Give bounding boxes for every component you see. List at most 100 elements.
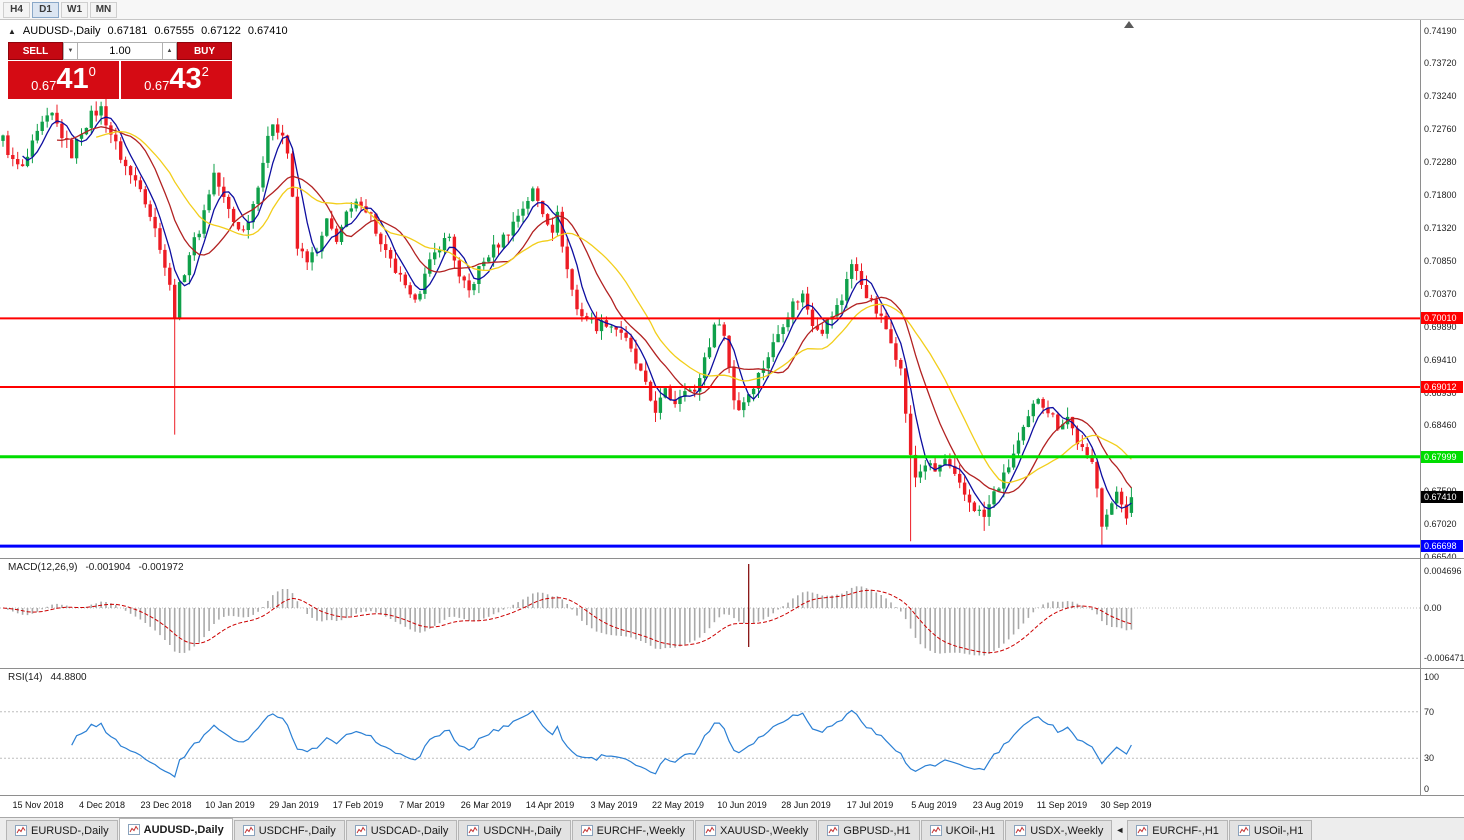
tab-label: USDCHF-,Daily (258, 824, 336, 837)
ask-price-box[interactable]: 0.67 43 2 (121, 61, 232, 99)
chart-icon (1237, 825, 1250, 836)
hline-price-tag: 0.66698 (1421, 540, 1463, 553)
time-axis-label: 10 Jan 2019 (205, 800, 255, 810)
chart-tab-usdcnh-daily[interactable]: USDCNH-,Daily (458, 820, 571, 840)
timeframe-toolbar: H4 D1 W1 MN (0, 0, 1464, 20)
tab-label: AUDUSD-,Daily (143, 823, 224, 836)
timeframe-d1-button[interactable]: D1 (32, 1, 59, 18)
macd-axis-label: -0.006471 (1424, 653, 1464, 664)
rsi-plot-area[interactable]: RSI(14) 44.8800 (0, 669, 1420, 795)
time-axis-label: 26 Mar 2019 (460, 800, 512, 810)
macd-axis-label: 0.004696 (1424, 566, 1462, 577)
chart-tab-eurchf-weekly[interactable]: EURCHF-,Weekly (571, 820, 694, 840)
chart-icon (929, 825, 942, 836)
chart-shift-marker[interactable] (1124, 21, 1134, 28)
price-axis[interactable]: 0.74190 0.73720 0.73240 0.72760 0.72280 0.718… (1420, 20, 1464, 562)
one-click-collapse-icon[interactable]: ▲ (8, 26, 16, 36)
time-axis[interactable]: 15 Nov 2018 4 Dec 2018 23 Dec 2018 10 Jan 2… (0, 795, 1464, 817)
rsi-label-row: RSI(14) 44.8800 (8, 672, 87, 683)
time-axis-label: 15 Nov 2018 (12, 800, 64, 810)
ohlc-open-value: 0.67181 (107, 25, 148, 37)
rsi-axis-label: 0 (1424, 784, 1430, 794)
chart-icon (354, 825, 367, 836)
tab-label: USDCAD-,Daily (370, 824, 449, 837)
tab-label: USDCNH-,Daily (483, 824, 562, 837)
tab-label: XAUUSD-,Weekly (719, 824, 809, 837)
tab-label: EURUSD-,Daily (31, 824, 109, 837)
rsi-axis-label: 100 (1424, 672, 1440, 682)
price-axis-label: 0.71800 (1424, 190, 1457, 201)
macd-main-value: -0.001904 (85, 562, 131, 573)
chart-tab-audusd-daily[interactable]: AUDUSD-,Daily (118, 818, 233, 840)
timeframe-h4-button[interactable]: H4 (3, 1, 30, 18)
price-axis-label: 0.68460 (1424, 419, 1457, 430)
price-axis-label: 0.73720 (1424, 58, 1457, 69)
chart-tab-usoil-h1[interactable]: USOil-,H1 (1228, 820, 1313, 840)
chart-tab-usdchf-daily[interactable]: USDCHF-,Daily (233, 820, 345, 840)
time-axis-label: 29 Jan 2019 (269, 800, 319, 810)
ohlc-high-value: 0.67555 (154, 25, 195, 37)
rsi-value-axis[interactable]: 100 70 30 0 (1420, 669, 1464, 795)
chart-icon (827, 825, 840, 836)
tab-label: USDX-,Weekly (1030, 824, 1104, 837)
chart-tab-xauusd-weekly[interactable]: XAUUSD-,Weekly (694, 820, 818, 840)
price-axis-label: 0.70850 (1424, 255, 1457, 266)
volume-input[interactable] (78, 42, 162, 60)
caret-up-icon: ▲ (166, 48, 173, 54)
price-axis-label: 0.70370 (1424, 288, 1457, 299)
rsi-indicator-panel: RSI(14) 44.8800 100 70 30 0 (0, 668, 1464, 795)
sell-button[interactable]: SELL (8, 42, 63, 60)
one-click-price-row: 0.67 41 0 0.67 43 2 (8, 61, 232, 99)
price-axis-label: 0.69410 (1424, 354, 1457, 365)
time-axis-label: 5 Aug 2019 (911, 800, 957, 810)
chart-icon (242, 825, 255, 836)
buy-button[interactable]: BUY (177, 42, 232, 60)
volume-increase-button[interactable]: ▲ (162, 42, 177, 60)
chart-tab-bar: EURUSD-,Daily AUDUSD-,Daily USDCHF-,Daily U… (0, 817, 1464, 840)
chart-tab-usdcad-daily[interactable]: USDCAD-,Daily (345, 820, 458, 840)
current-price-tag: 0.67410 (1421, 491, 1463, 504)
volume-decrease-button[interactable]: ▼ (63, 42, 78, 60)
macd-label-row: MACD(12,26,9) -0.001904 -0.001972 (8, 562, 184, 573)
chart-icon (1136, 825, 1149, 836)
rsi-chart[interactable] (0, 669, 1420, 795)
bid-price-box[interactable]: 0.67 41 0 (8, 61, 119, 99)
time-axis-label: 22 May 2019 (651, 800, 705, 810)
ohlc-close-value: 0.67410 (247, 25, 288, 37)
main-chart-panel: ▲ AUDUSD-,Daily 0.67181 0.67555 0.67122 … (0, 20, 1464, 562)
main-chart-plot-area[interactable]: ▲ AUDUSD-,Daily 0.67181 0.67555 0.67122 … (0, 20, 1420, 558)
price-axis-label: 0.74190 (1424, 26, 1457, 36)
chart-tab-eurusd-daily[interactable]: EURUSD-,Daily (6, 820, 118, 840)
time-axis-label: 17 Jul 2019 (846, 800, 894, 810)
hline-price-tag: 0.70010 (1421, 312, 1463, 325)
tab-label: GBPUSD-,H1 (843, 824, 911, 837)
timeframe-mn-button[interactable]: MN (90, 1, 117, 18)
rsi-value: 44.8800 (50, 672, 87, 683)
chart-tab-usdx-weekly[interactable]: USDX-,Weekly (1005, 820, 1113, 840)
candlestick-chart[interactable] (0, 20, 1420, 558)
timeframe-w1-button[interactable]: W1 (61, 1, 88, 18)
tab-scroll-left-icon[interactable]: ◄ (1115, 825, 1125, 835)
rsi-axis-label: 70 (1424, 706, 1435, 717)
ohlc-low-value: 0.67122 (201, 25, 241, 37)
rsi-axis-label: 30 (1424, 753, 1435, 764)
macd-chart[interactable] (0, 559, 1420, 668)
time-axis-label: 4 Dec 2018 (78, 800, 126, 810)
tab-label: EURCHF-,H1 (1152, 824, 1219, 837)
price-axis-label: 0.73240 (1424, 91, 1457, 102)
chart-tab-gbpusd-h1[interactable]: GBPUSD-,H1 (818, 820, 920, 840)
tab-label: UKOil-,H1 (945, 824, 996, 837)
macd-signal-value: -0.001972 (138, 562, 184, 573)
tab-label: EURCHF-,Weekly (596, 824, 685, 837)
chart-tab-eurchf-h1[interactable]: EURCHF-,H1 (1127, 820, 1228, 840)
macd-plot-area[interactable]: MACD(12,26,9) -0.001904 -0.001972 (0, 559, 1420, 668)
time-axis-label: 14 Apr 2019 (525, 800, 575, 810)
macd-value-axis[interactable]: 0.004696 0.00 -0.006471 (1420, 559, 1464, 668)
chart-tab-ukoil-h1[interactable]: UKOil-,H1 (920, 820, 1005, 840)
one-click-order-row: SELL ▼ ▲ BUY (8, 42, 232, 60)
macd-indicator-panel: MACD(12,26,9) -0.001904 -0.001972 0.0046… (0, 558, 1464, 668)
price-axis-label: 0.66540 (1424, 552, 1457, 562)
bid-price-prefix: 0.67 (31, 78, 57, 93)
time-axis-label: 17 Feb 2019 (332, 800, 384, 810)
